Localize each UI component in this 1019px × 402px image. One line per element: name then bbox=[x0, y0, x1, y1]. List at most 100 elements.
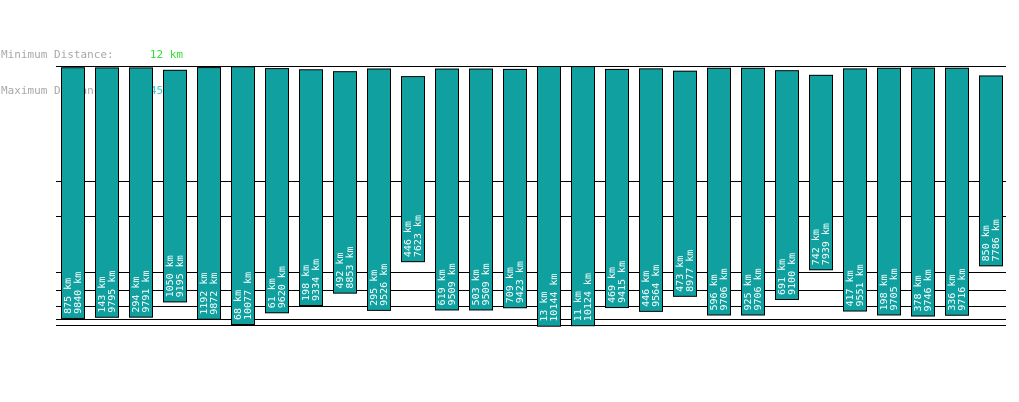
bar bbox=[333, 71, 357, 294]
bar-label-secondary: 9620 km bbox=[277, 266, 288, 308]
bar-label-secondary: 7786 km bbox=[991, 219, 1002, 261]
bar-label-primary: 691 km bbox=[777, 259, 788, 295]
bar-label-primary: 446 km bbox=[641, 271, 652, 307]
bar bbox=[979, 75, 1003, 267]
bar-label-secondary: 9334 km bbox=[311, 259, 322, 301]
bar-label-secondary: 9509 km bbox=[481, 263, 492, 305]
bar bbox=[537, 66, 561, 327]
bar-label-primary: 143 km bbox=[97, 277, 108, 313]
bar-label-secondary: 9509 km bbox=[447, 263, 458, 305]
bar-label-secondary: 9791 km bbox=[141, 271, 152, 313]
bar-label-secondary: 9415 km bbox=[617, 261, 628, 303]
bar-group: 417 km 9551 km bbox=[843, 68, 867, 312]
bar bbox=[945, 67, 969, 316]
bar bbox=[265, 68, 289, 314]
bar-label-secondary: 9746 km bbox=[923, 269, 934, 311]
bar-label-secondary: 7623 km bbox=[413, 215, 424, 257]
bar-label-secondary: 9872 km bbox=[209, 273, 220, 315]
bar-label-secondary: 9423 km bbox=[515, 261, 526, 303]
bar-label-primary: 1192 km bbox=[199, 273, 210, 315]
bar bbox=[911, 67, 935, 317]
bar-group: 198 km 9705 km bbox=[877, 67, 901, 316]
bar bbox=[129, 67, 153, 318]
bar-group: 13 km 10144 km bbox=[537, 66, 561, 327]
bar-label-primary: 619 km bbox=[437, 269, 448, 305]
bar-label-primary: 378 km bbox=[913, 275, 924, 311]
bar-group: 492 km 8853 km bbox=[333, 71, 357, 294]
bar-label-primary: 198 km bbox=[301, 265, 312, 301]
bar bbox=[673, 70, 697, 297]
bar bbox=[299, 69, 323, 306]
bar-label-primary: 11 km bbox=[573, 291, 584, 321]
bar-group: 11 km 10124 km bbox=[571, 66, 595, 327]
bar-label-secondary: 10144 km bbox=[549, 274, 560, 322]
bar bbox=[61, 67, 85, 319]
bar-group: 503 km 9509 km bbox=[469, 68, 493, 311]
bar-group: 691 km 9100 km bbox=[775, 70, 799, 300]
bar-group: 446 km 9564 km bbox=[639, 68, 663, 312]
bar-group: 1192 km 9872 km bbox=[197, 67, 221, 320]
min-distance-row: Minimum Distance: 12 km bbox=[1, 49, 183, 61]
bar-label-primary: 61 km bbox=[267, 278, 278, 308]
bar-group: 446 km 7623 km bbox=[401, 76, 425, 263]
bar-label-secondary: 9716 km bbox=[957, 269, 968, 311]
bar-group: 198 km 9334 km bbox=[299, 69, 323, 306]
bar bbox=[401, 76, 425, 263]
bar-label-primary: 336 km bbox=[947, 275, 958, 311]
bar bbox=[503, 68, 527, 309]
bar bbox=[843, 68, 867, 312]
bar bbox=[877, 67, 901, 316]
bar bbox=[163, 69, 187, 303]
bar-label-primary: 850 km bbox=[981, 225, 992, 261]
bar-label-secondary: 9705 km bbox=[889, 268, 900, 310]
bar-group: 1050 km 9195 km bbox=[163, 69, 187, 303]
bar-label-secondary: 9706 km bbox=[719, 268, 730, 310]
bar-group: 61 km 9620 km bbox=[265, 68, 289, 314]
bar-group: 143 km 9795 km bbox=[95, 67, 119, 318]
bar-label-primary: 596 km bbox=[709, 274, 720, 310]
bar-label-primary: 417 km bbox=[845, 270, 856, 306]
bar-group: 68 km 10077 km bbox=[231, 66, 255, 325]
bar bbox=[197, 67, 221, 320]
bars: 875 km 9840 km 143 km 9795 km 294 km 9791 km 1… bbox=[61, 66, 1003, 327]
min-distance-value: 12 km bbox=[149, 48, 183, 61]
bar-label-secondary: 10077 km bbox=[243, 272, 254, 320]
bar-label-secondary: 9840 km bbox=[73, 272, 84, 314]
bar bbox=[95, 67, 119, 318]
bar-label-primary: 13 km bbox=[539, 292, 550, 322]
bar-label-primary: 492 km bbox=[335, 253, 346, 289]
bar bbox=[571, 66, 595, 327]
bar-label-secondary: 9795 km bbox=[107, 271, 118, 313]
bar-group: 709 km 9423 km bbox=[503, 68, 527, 309]
bar-group: 295 km 9526 km bbox=[367, 68, 391, 311]
bar-label-secondary: 7939 km bbox=[821, 223, 832, 265]
bar-group: 925 km 9706 km bbox=[741, 67, 765, 316]
bar-label-secondary: 10124 km bbox=[583, 273, 594, 321]
bar-label-primary: 469 km bbox=[607, 267, 618, 303]
bar-group: 850 km 7786 km bbox=[979, 75, 1003, 267]
bar-label-secondary: 9526 km bbox=[379, 264, 390, 306]
bar-group: 596 km 9706 km bbox=[707, 67, 731, 316]
bar-label-primary: 709 km bbox=[505, 267, 516, 303]
bar-group: 469 km 9415 km bbox=[605, 68, 629, 309]
bar bbox=[469, 68, 493, 311]
bar-label-secondary: 9706 km bbox=[753, 268, 764, 310]
bar-label-primary: 446 km bbox=[403, 221, 414, 257]
bar bbox=[435, 68, 459, 311]
bar-group: 619 km 9509 km bbox=[435, 68, 459, 311]
bar-label-primary: 68 km bbox=[233, 290, 244, 320]
bar-label-primary: 875 km bbox=[63, 278, 74, 314]
bar-label-secondary: 8977 km bbox=[685, 250, 696, 292]
bar-label-primary: 198 km bbox=[879, 274, 890, 310]
bar-label-primary: 294 km bbox=[131, 277, 142, 313]
bar-label-secondary: 8853 km bbox=[345, 247, 356, 289]
bar-group: 378 km 9746 km bbox=[911, 67, 935, 317]
bar-label-secondary: 9564 km bbox=[651, 265, 662, 307]
bar-label-secondary: 9195 km bbox=[175, 255, 186, 297]
bar-group: 294 km 9791 km bbox=[129, 67, 153, 318]
bar-label-primary: 742 km bbox=[811, 229, 822, 265]
bar bbox=[639, 68, 663, 312]
bar-label-secondary: 9551 km bbox=[855, 264, 866, 306]
bar-group: 336 km 9716 km bbox=[945, 67, 969, 316]
bar-label-primary: 1050 km bbox=[165, 255, 176, 297]
